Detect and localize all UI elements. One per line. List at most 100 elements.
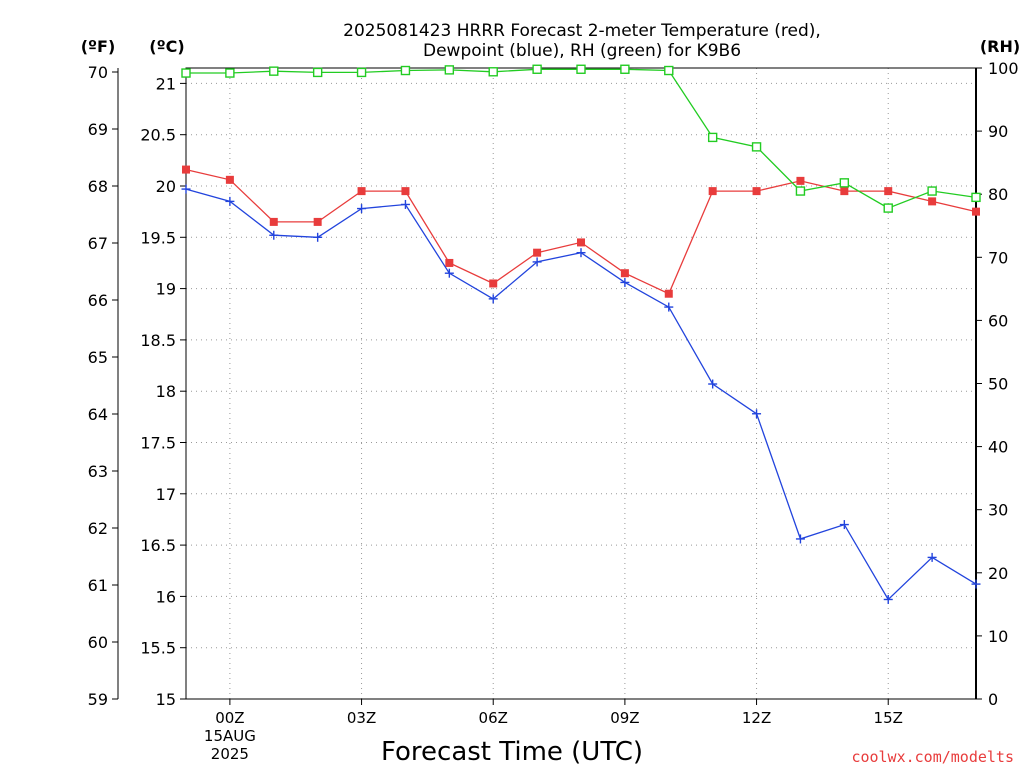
celsius-tick-label: 21 [156, 74, 176, 93]
celsius-tick-label: 15.5 [140, 639, 176, 658]
rh-tick-label: 100 [988, 59, 1019, 78]
dewpoint-point [752, 409, 762, 419]
fahrenheit-tick-label: 67 [88, 234, 108, 253]
dewpoint-point [576, 248, 586, 258]
rh-point [664, 65, 674, 76]
fahrenheit-tick-label: 66 [88, 291, 108, 310]
dewpoint-point [225, 196, 235, 206]
rh-point [707, 132, 718, 143]
grid [186, 68, 976, 699]
dewpoint-point [488, 294, 498, 304]
temperature-line [185, 168, 977, 295]
x-tick-label: 12Z [742, 709, 771, 727]
x-tick-label: 00Z [215, 709, 244, 727]
rh-tick-label: 40 [988, 438, 1008, 457]
dewpoint-point [313, 232, 323, 242]
temperature-point [840, 187, 849, 196]
temperature-point [489, 279, 498, 288]
temperature-point [928, 197, 937, 206]
celsius-tick-label: 20.5 [140, 126, 176, 145]
x-tick-label: 03Z [347, 709, 376, 727]
axes: 59 60 61 62 63 64 65 66 67 68 69 70 15 15.5 16 16.5 17 17… [88, 59, 1019, 763]
rh-point [312, 67, 323, 78]
dewpoint-point [444, 268, 454, 278]
dewpoint-point [532, 257, 542, 267]
temperature-point [752, 187, 761, 196]
fahrenheit-tick-label: 63 [88, 462, 108, 481]
x-tick-label: 06Z [479, 709, 508, 727]
fahrenheit-tick-label: 69 [88, 120, 108, 139]
rh-point [971, 192, 981, 203]
fahrenheit-tick-label: 59 [88, 690, 108, 709]
rh-point [225, 68, 235, 78]
fahrenheit-tick-label: 65 [88, 348, 108, 367]
temperature-point [664, 289, 673, 298]
celsius-unit-label: (ºC) [149, 37, 184, 56]
x-axis-label: Forecast Time (UTC) [381, 737, 643, 767]
rh-point [269, 66, 279, 76]
temperature-point [972, 207, 980, 216]
dewpoint-point [269, 230, 279, 240]
x-tick-label: 15Z [874, 709, 903, 727]
x-tick-date-label: 15AUG [204, 727, 256, 745]
fahrenheit-unit-label: (ºF) [81, 37, 116, 56]
rh-point [444, 65, 455, 75]
rh-point [181, 68, 191, 78]
temperature-point [401, 187, 410, 196]
x-tick-label: 09Z [610, 709, 639, 727]
dewpoint-point [795, 534, 805, 544]
rh-point [400, 65, 411, 76]
temperature-point [445, 258, 454, 267]
fahrenheit-tick-label: 64 [88, 405, 108, 424]
temperature-point [708, 187, 717, 196]
rh-point [576, 64, 586, 74]
celsius-tick-label: 17.5 [140, 433, 176, 452]
rh-point [620, 64, 630, 74]
chart-title-line1: 2025081423 HRRR Forecast 2-meter Tempera… [343, 21, 821, 41]
fahrenheit-tick-label: 68 [88, 177, 108, 196]
temperature-point [357, 187, 366, 196]
temperature-point [313, 217, 322, 226]
temperature-point [796, 176, 805, 185]
celsius-tick-label: 19.5 [140, 228, 176, 247]
rh-point [532, 64, 542, 74]
celsius-tick-label: 18.5 [140, 331, 176, 350]
rh-tick-label: 60 [988, 311, 1008, 330]
rh-tick-label: 10 [988, 627, 1008, 646]
celsius-tick-label: 17 [156, 485, 176, 504]
temperature-point [577, 238, 585, 247]
rh-tick-label: 70 [988, 248, 1008, 267]
dewpoint-point [839, 520, 849, 530]
temperature-point [620, 269, 629, 278]
rh-point [795, 186, 806, 196]
fahrenheit-tick-label: 62 [88, 519, 108, 538]
celsius-tick-label: 16.5 [140, 536, 176, 555]
x-tick-year-label: 2025 [211, 745, 249, 763]
temperature-point [225, 175, 234, 184]
celsius-tick-label: 15 [156, 690, 176, 709]
dewpoint-point [927, 552, 937, 562]
rh-tick-label: 20 [988, 564, 1008, 583]
rh-point [488, 67, 498, 77]
celsius-tick-label: 20 [156, 177, 176, 196]
dewpoint-point [357, 204, 367, 214]
fahrenheit-tick-label: 60 [88, 633, 108, 652]
temperature-point [269, 217, 278, 226]
rh-point [356, 67, 367, 78]
rh-point [883, 203, 893, 213]
dewpoint-point [181, 184, 191, 194]
plot-frame [185, 67, 977, 700]
dewpoint-point [664, 302, 674, 312]
dewpoint-point [883, 594, 893, 604]
temperature-point [533, 248, 542, 257]
rh-point [751, 142, 762, 152]
credit-text: coolwx.com/modelts [851, 748, 1014, 766]
fahrenheit-tick-label: 61 [88, 576, 108, 595]
rh-point [927, 186, 937, 196]
dewpoint-point [971, 579, 981, 589]
rh-tick-label: 90 [988, 122, 1008, 141]
dewpoint-point [400, 199, 410, 209]
series [181, 64, 981, 604]
fahrenheit-tick-label: 70 [88, 63, 108, 82]
